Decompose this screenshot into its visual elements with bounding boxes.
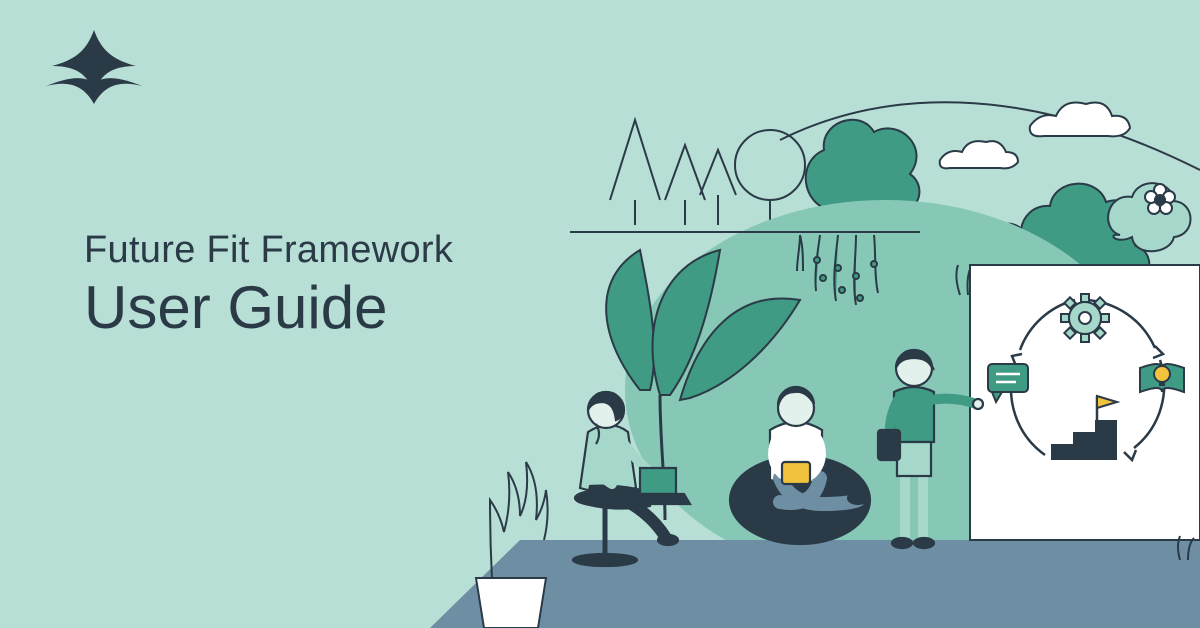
gear-icon: [1061, 294, 1109, 342]
whiteboard: [970, 265, 1200, 540]
idea-book-icon: [1140, 364, 1184, 392]
brand-logo: [46, 30, 142, 109]
title-main: User Guide: [84, 276, 453, 339]
mandala-logo-icon: [46, 30, 142, 104]
title-block: Future Fit Framework User Guide: [84, 230, 453, 339]
title-overline: Future Fit Framework: [84, 230, 453, 272]
hero-banner: Future Fit Framework User Guide: [0, 0, 1200, 628]
